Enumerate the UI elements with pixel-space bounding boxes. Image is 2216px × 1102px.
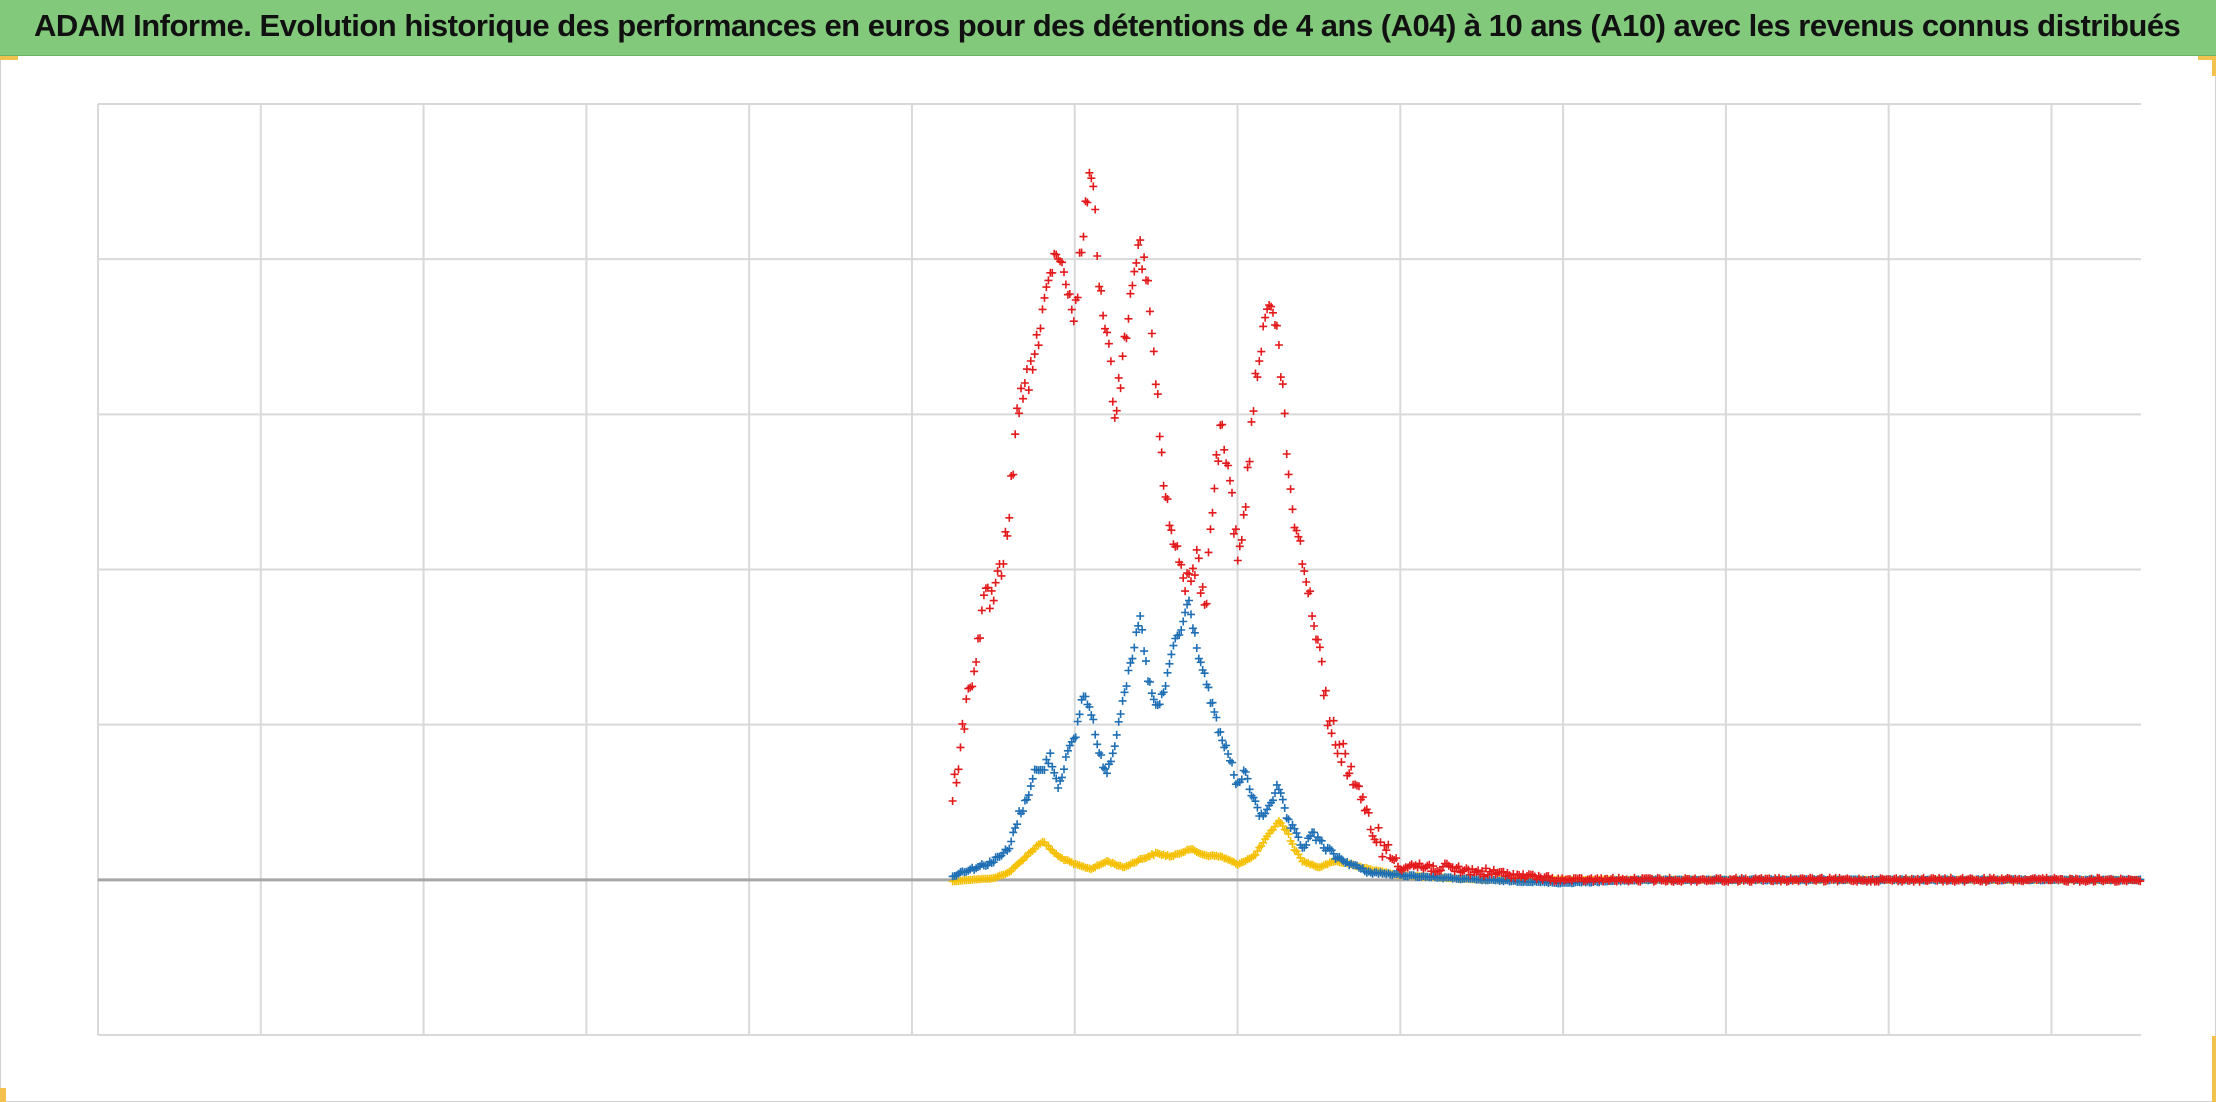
series-layer — [948, 168, 2145, 888]
grid-layer — [97, 103, 2141, 1036]
series-series_red — [948, 168, 2145, 886]
title-bar: ADAM Informe. Evolution historique des p… — [0, 0, 2216, 56]
corner-accent-top-right — [2212, 56, 2216, 76]
corner-accent-bottom-right — [2212, 1036, 2216, 1102]
corner-accent-top-left — [0, 56, 18, 60]
corner-accent-bottom-left — [0, 1088, 6, 1102]
scatter-markers-series_blue — [948, 596, 2145, 888]
corner-accent-top-right-bar — [2198, 56, 2216, 60]
chart-title: ADAM Informe. Evolution historique des p… — [34, 8, 2181, 43]
series-series_blue — [948, 596, 2145, 888]
scatter-markers-series_red — [948, 168, 2145, 886]
